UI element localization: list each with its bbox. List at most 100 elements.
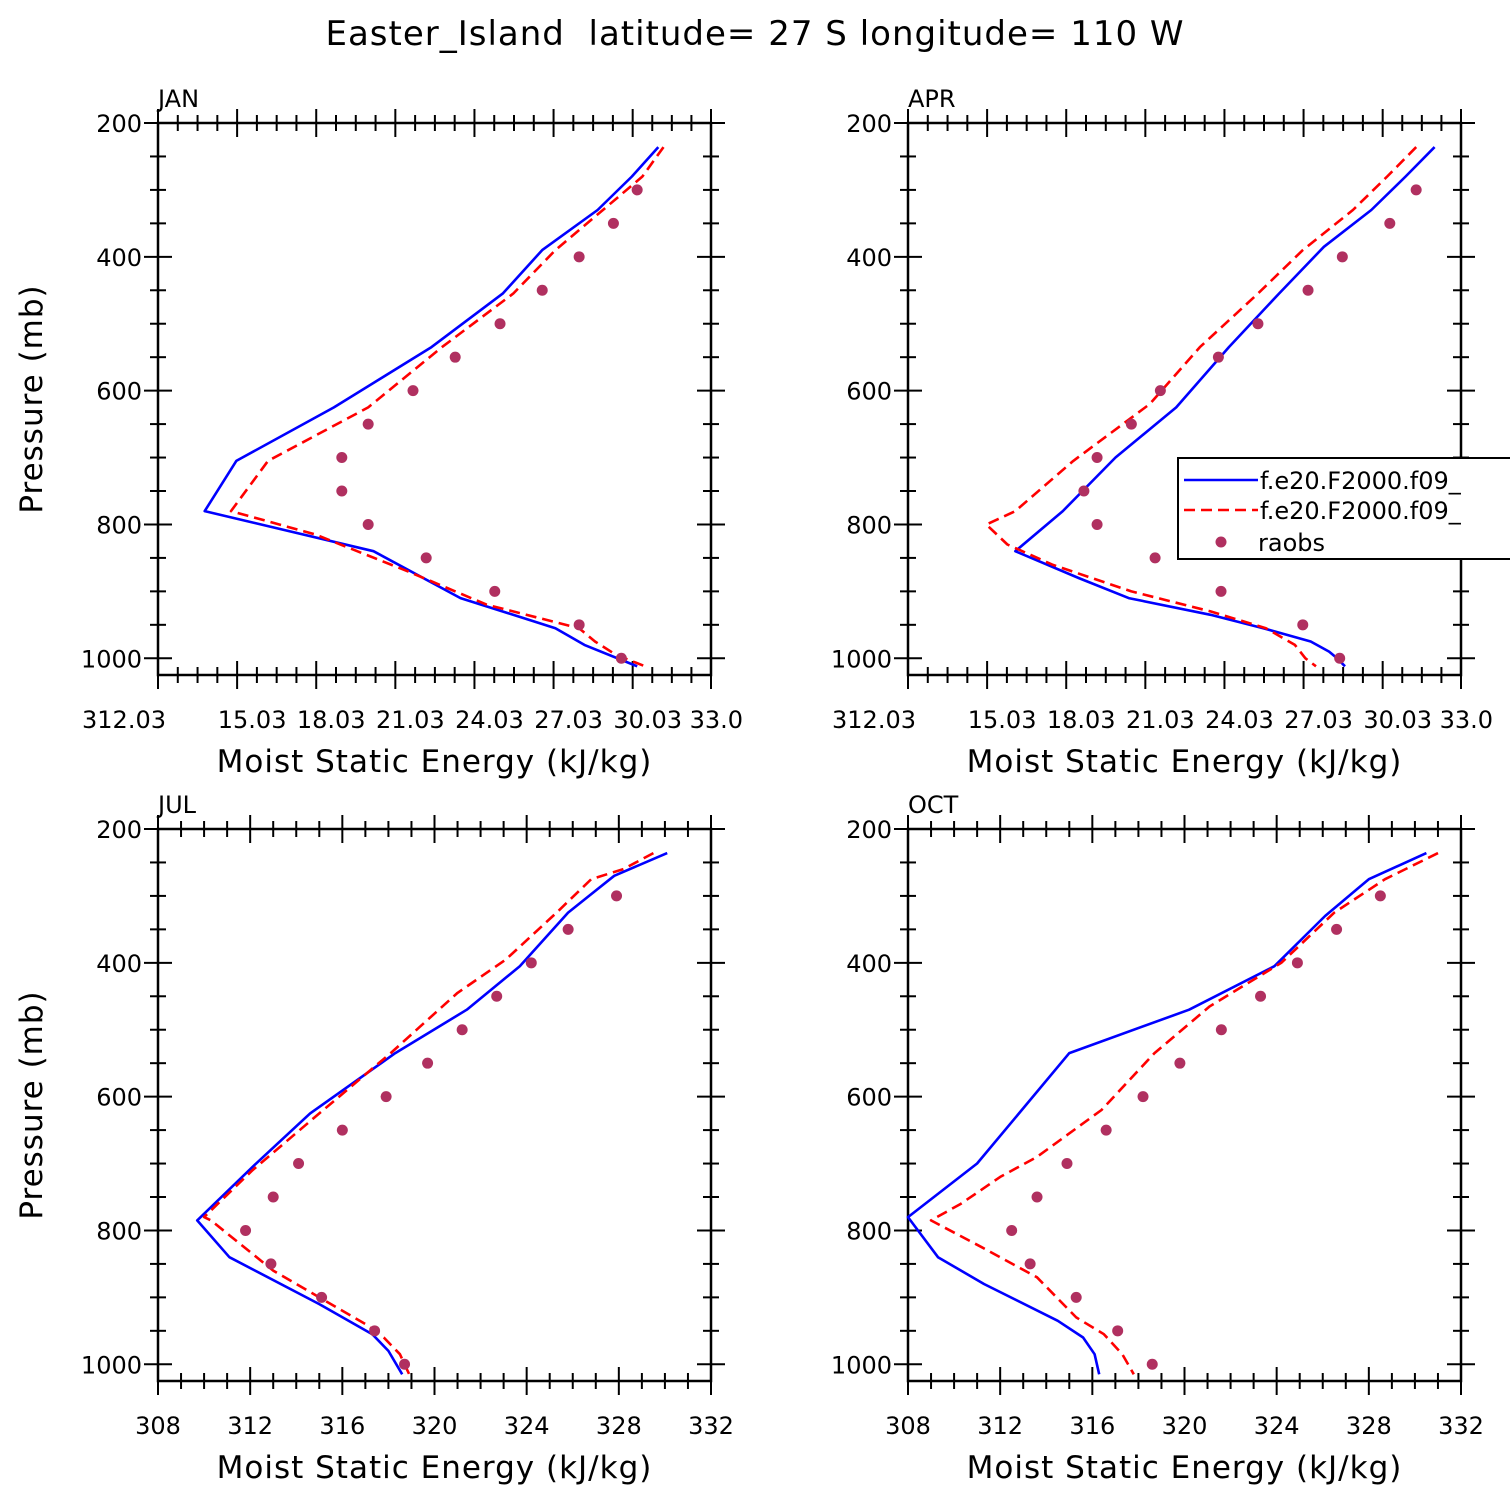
x-tick-label: 33.0 [690,706,743,734]
x-tick-label: 18.03 [1047,706,1116,734]
raobs-point [1212,351,1224,363]
raobs-point [380,1091,392,1103]
x-tick-label: 332 [1438,1412,1484,1440]
raobs-point [1334,652,1346,664]
x-tick-label: 328 [1346,1412,1392,1440]
raobs-point [1215,585,1227,597]
raobs-point [1215,1024,1227,1036]
x-tick-label: 308 [885,1412,931,1440]
x-tick-label: 332 [688,1412,734,1440]
raobs-point [1078,485,1090,497]
raobs-point [1291,957,1303,969]
y-tick-label: 1000 [81,645,142,673]
x-tick-label: 27.03 [534,706,603,734]
panel-title: JAN [156,85,199,113]
plot-frame [156,827,713,1383]
series-line-solid [906,851,1427,1375]
y-tick-label: 200 [846,110,892,138]
x-tick-label: 30.03 [613,706,682,734]
raobs-point [1024,1258,1036,1270]
y-tick-label: 400 [96,950,142,978]
y-tick-label: 600 [96,378,142,406]
legend-marker [1215,536,1227,548]
series-line-solid [1013,146,1436,668]
raobs-point [399,1358,411,1370]
figure-title: Easter_Island latitude= 27 S longitude= … [325,14,1184,54]
raobs-point [1125,418,1137,430]
x-tick-label: 33.0 [1440,706,1493,734]
y-axis-label: Pressure (mb) [14,990,50,1219]
raobs-point [369,1325,381,1337]
x-tick-label: 21.03 [1126,706,1195,734]
raobs-point [494,318,506,330]
raobs-point [611,890,623,902]
x-tick-label: 324 [504,1412,550,1440]
plot-frame [906,827,1463,1383]
panel-apr: APR 200 400 600 800 1000 312.03 15.03 18.03 21.03… [831,85,1493,780]
x-tick-label: 24.03 [455,706,524,734]
y-axis-label: Pressure (mb) [14,284,50,513]
y-tick-label: 1000 [831,645,892,673]
y-tick-label: 200 [96,110,142,138]
y-tick-label: 600 [96,1084,142,1112]
y-tick-label: 800 [846,511,892,539]
raobs-point [1297,619,1309,631]
raobs-point [336,485,348,497]
raobs-point [607,217,619,229]
raobs-point [1331,923,1343,935]
x-tick-label: 312 [977,1412,1023,1440]
x-tick-label: 320 [1162,1412,1208,1440]
panels: JAN 200 400 600 800 1000 312.03 15.03 18.03 21.03… [14,85,1493,1486]
x-tick-label: 15.03 [218,706,287,734]
panel-title: OCT [908,791,959,819]
series-line-dashed [229,146,665,668]
x-tick-label: 312.03 [82,706,166,734]
series-line-dashed [202,851,655,1375]
y-tick-label: 1000 [831,1351,892,1379]
x-tick-label: 30.03 [1363,706,1432,734]
raobs-point [1336,251,1348,263]
raobs-point [267,1191,279,1203]
series-line-dashed [929,851,1439,1375]
y-tick-label: 400 [96,244,142,272]
raobs-point [1302,284,1314,296]
raobs-point [449,351,461,363]
x-tick-label: 24.03 [1205,706,1274,734]
x-tick-label: 27.03 [1284,706,1353,734]
raobs-point [362,518,374,530]
panel-jan: JAN 200 400 600 800 1000 312.03 15.03 18.03 21.03… [14,85,743,780]
raobs-point [240,1224,252,1236]
raobs-point [456,1024,468,1036]
raobs-point [1006,1224,1018,1236]
y-tick-label: 200 [96,816,142,844]
y-tick-label: 600 [846,1084,892,1112]
panel-oct: OCT 200 400 600 800 1000 308 312 316 320 324 328 332… [831,791,1484,1486]
raobs-point [536,284,548,296]
legend: f.e20.F2000.f09_f.e20.F2000.f09_raobs [1177,457,1510,560]
raobs-point [631,184,643,196]
x-axis-label: Moist Static Energy (kJ/kg) [217,1450,653,1486]
raobs-point [1384,217,1396,229]
raobs-point [1154,385,1166,397]
raobs-point [1091,518,1103,530]
y-tick-label: 400 [846,950,892,978]
raobs-point [562,923,574,935]
raobs-point [1252,318,1264,330]
x-tick-label: 312.03 [832,706,916,734]
x-tick-label: 18.03 [297,706,366,734]
raobs-point [265,1258,277,1270]
raobs-point [1031,1191,1043,1203]
raobs-point [1174,1057,1186,1069]
y-tick-label: 800 [846,1217,892,1245]
raobs-point [1061,1158,1073,1170]
raobs-point [573,251,585,263]
raobs-point [1137,1091,1149,1103]
raobs-point [525,957,537,969]
raobs-point [362,418,374,430]
series-line-dashed [984,146,1418,668]
raobs-point [1374,890,1386,902]
x-tick-label: 320 [412,1412,458,1440]
raobs-point [1410,184,1422,196]
raobs-point [336,452,348,464]
